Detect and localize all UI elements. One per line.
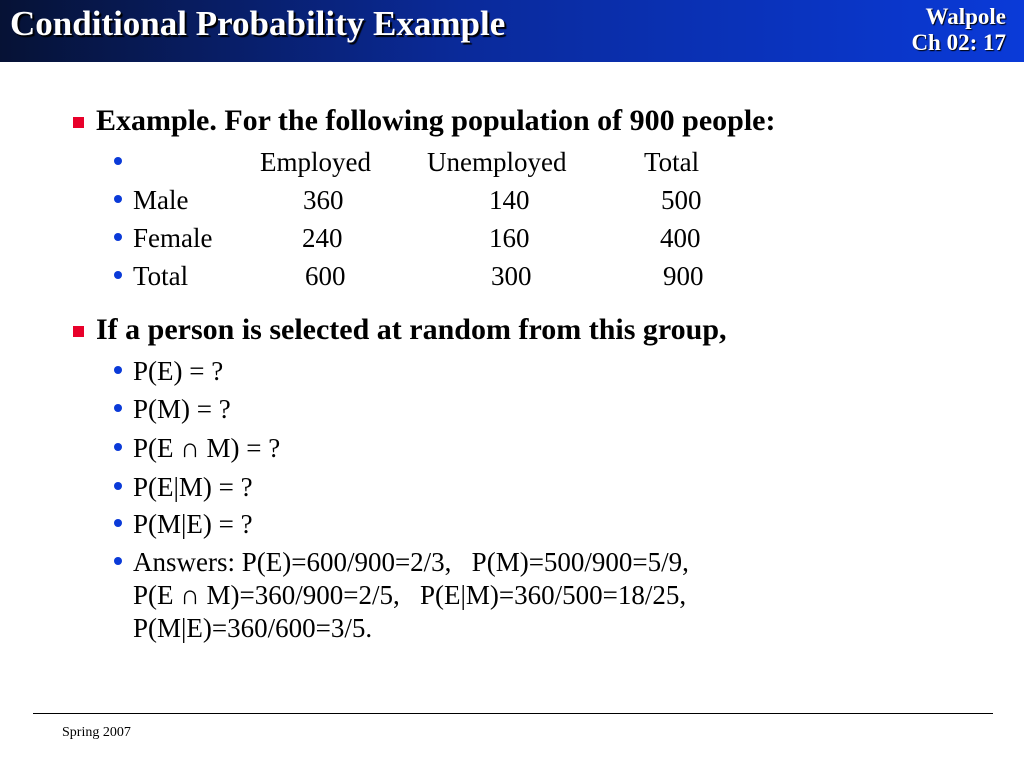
slide-title: Conditional Probability Example — [10, 4, 506, 43]
cell: 900 — [663, 261, 704, 291]
answers-line: P(E ∩ M)=360/900=2/5, P(E|M)=360/500=18/… — [133, 580, 687, 610]
question: P(E|M) = ? — [133, 472, 253, 502]
col-header: Total — [644, 147, 700, 177]
cell: 600 — [305, 261, 346, 291]
section2-heading: If a person is selected at random from t… — [96, 313, 727, 346]
dot-bullet-icon — [114, 519, 122, 527]
square-bullet-icon — [73, 326, 84, 337]
row-label: Total — [133, 261, 189, 291]
title-bar: Conditional Probability Example Walpole C… — [0, 0, 1024, 62]
cell: 400 — [660, 223, 701, 253]
dot-bullet-icon — [114, 366, 122, 374]
cell: 300 — [491, 261, 532, 291]
footer-divider — [33, 713, 993, 714]
ref-author: Walpole — [925, 4, 1006, 29]
col-header: Employed — [260, 147, 371, 177]
cell: 140 — [489, 185, 530, 215]
ref-chapter: Ch 02: 17 — [911, 30, 1006, 55]
dot-bullet-icon — [114, 557, 122, 565]
dot-bullet-icon — [114, 195, 122, 203]
dot-bullet-icon — [114, 404, 122, 412]
col-header: Unemployed — [427, 147, 567, 177]
answers-line: P(M|E)=360/600=3/5. — [133, 613, 373, 643]
dot-bullet-icon — [114, 443, 122, 451]
row-label: Female — [133, 223, 213, 253]
question: P(E) = ? — [133, 356, 224, 386]
question: P(E ∩ M) = ? — [133, 433, 281, 463]
dot-bullet-icon — [114, 157, 122, 165]
question: P(M|E) = ? — [133, 509, 253, 539]
cell: 160 — [489, 223, 530, 253]
dot-bullet-icon — [114, 233, 122, 241]
cell: 360 — [303, 185, 344, 215]
dot-bullet-icon — [114, 482, 122, 490]
cell: 240 — [302, 223, 343, 253]
section1-heading: Example. For the following population of… — [96, 104, 776, 137]
chapter-ref: Walpole Ch 02: 17 — [911, 4, 1006, 56]
row-label: Male — [133, 185, 189, 215]
dot-bullet-icon — [114, 271, 122, 279]
question: P(M) = ? — [133, 394, 231, 424]
square-bullet-icon — [73, 117, 84, 128]
answers-line: Answers: P(E)=600/900=2/3, P(M)=500/900=… — [133, 547, 689, 577]
footer-text: Spring 2007 — [62, 725, 131, 740]
cell: 500 — [661, 185, 702, 215]
